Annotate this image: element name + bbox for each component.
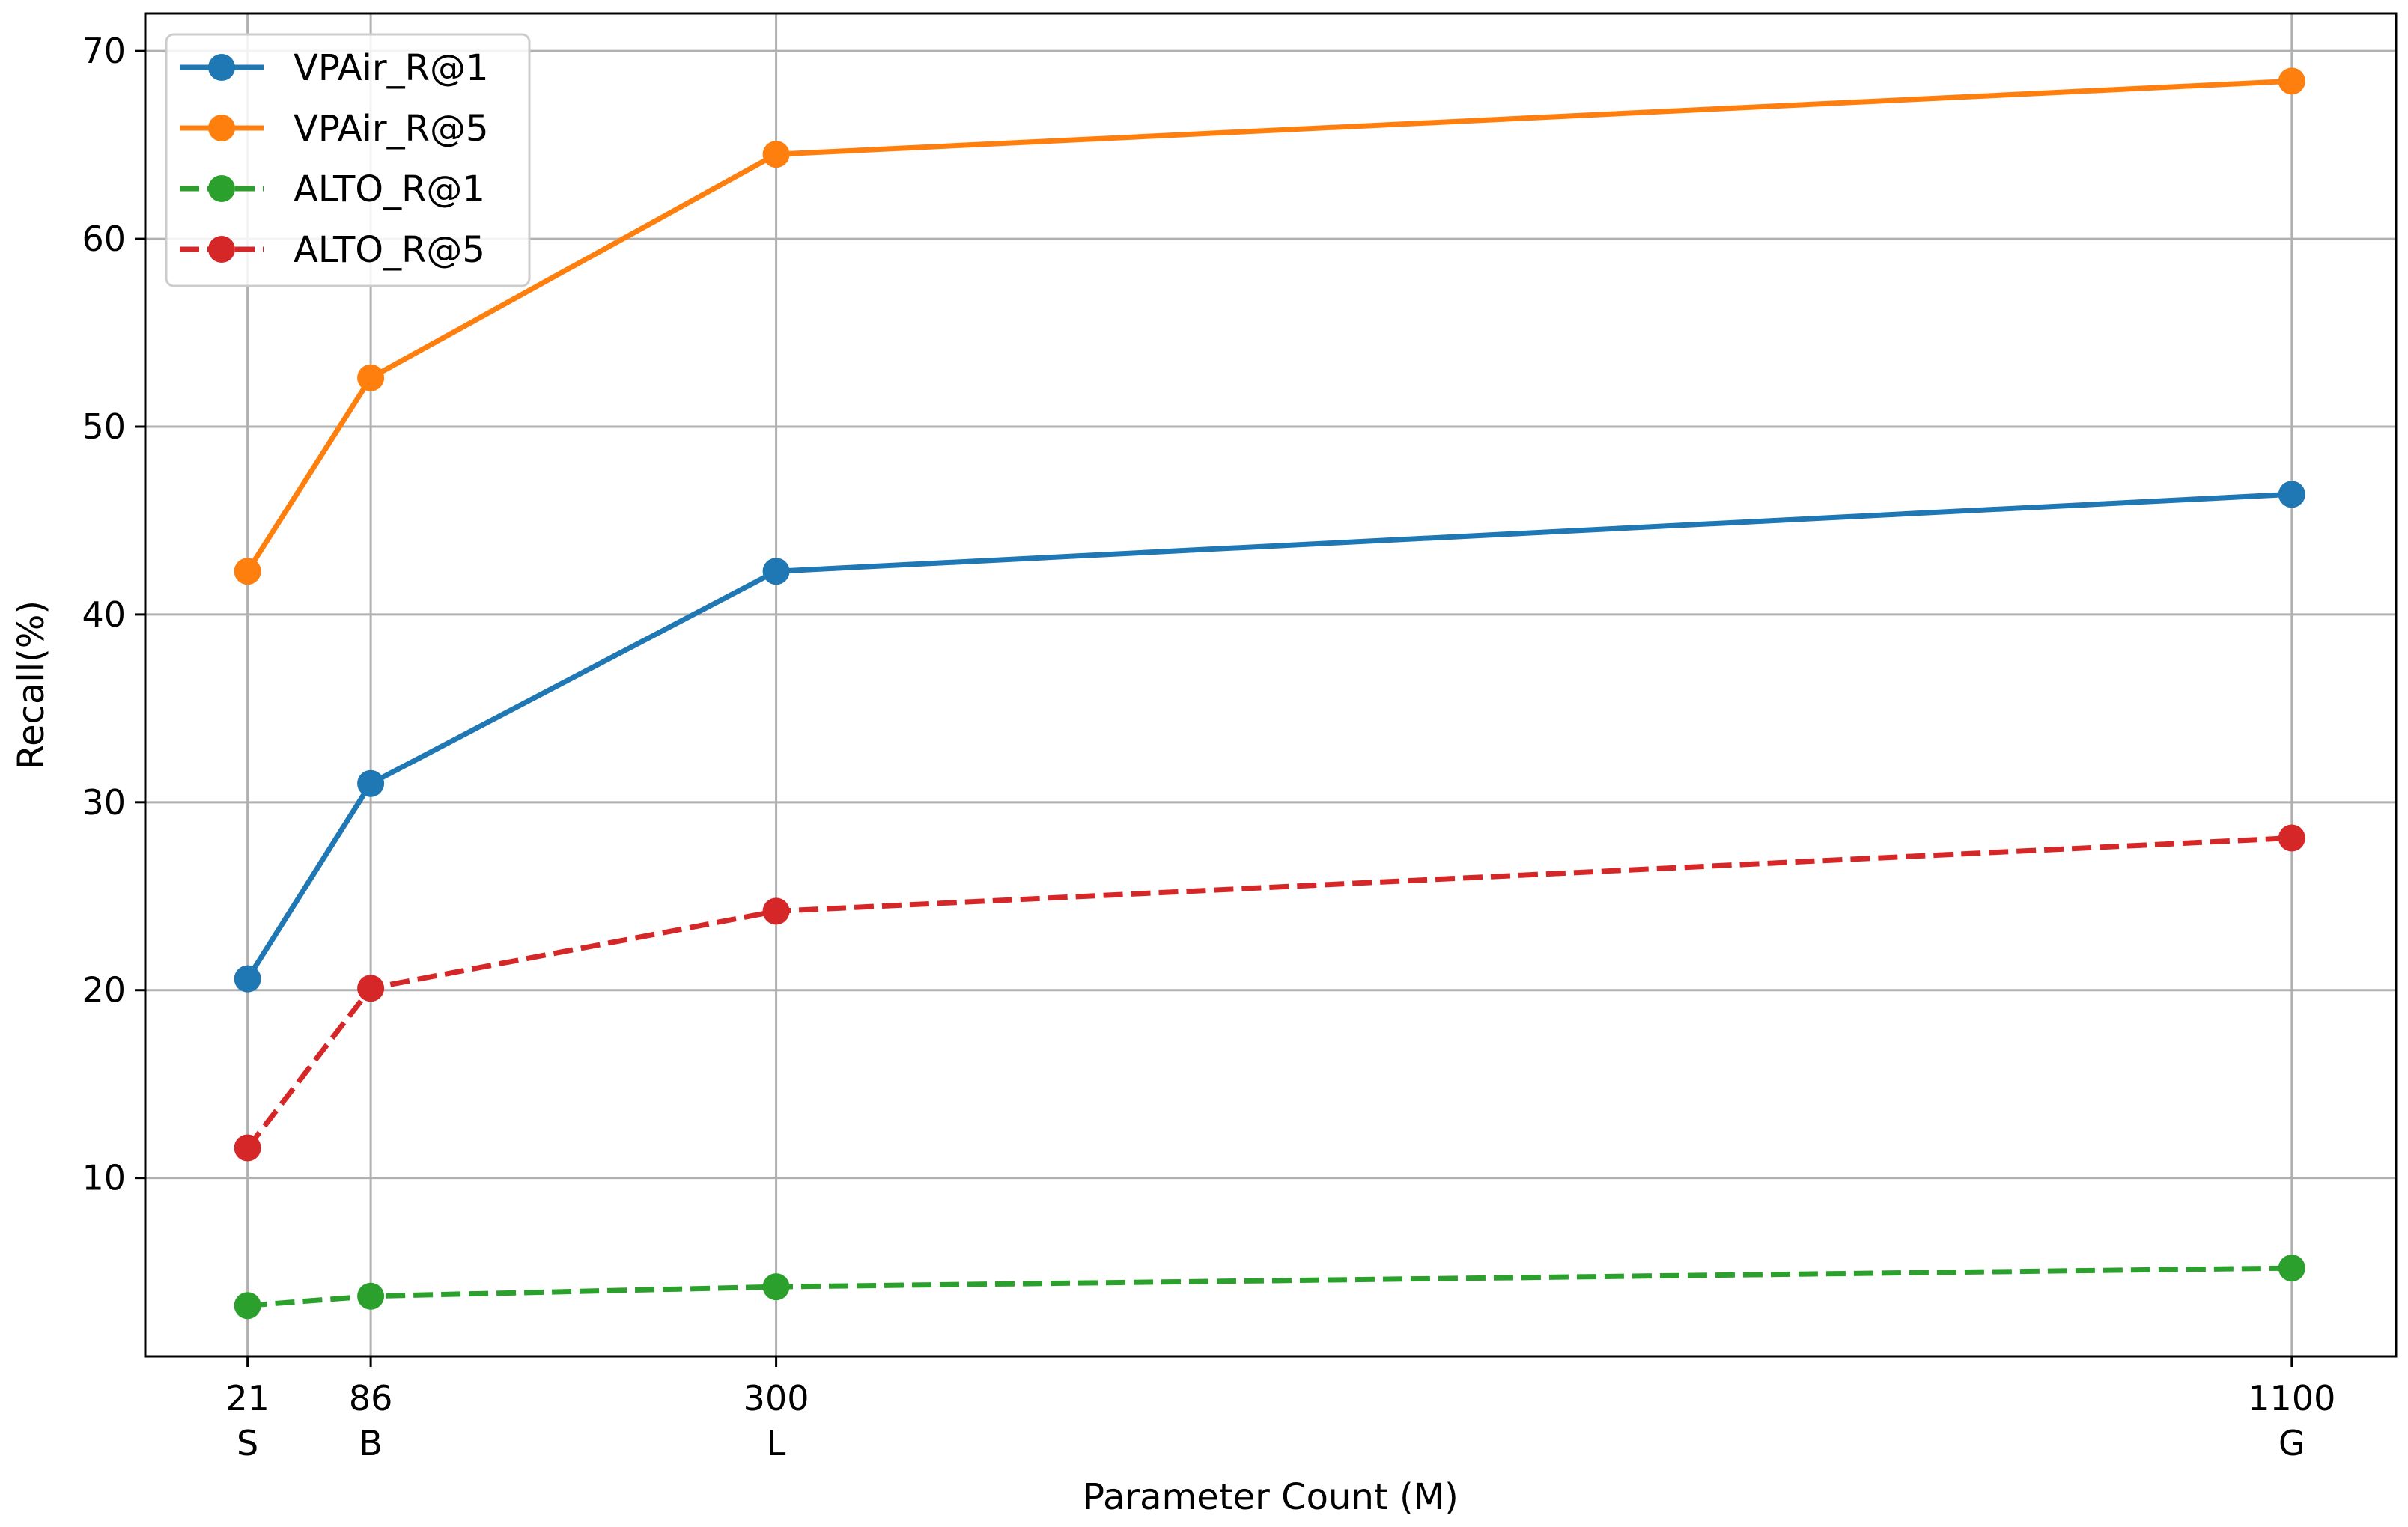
legend-marker [208, 236, 235, 263]
legend-entry: ALTO_R@5 [180, 229, 485, 271]
legend-label: ALTO_R@1 [294, 168, 485, 210]
data-point [2278, 1255, 2305, 1282]
legend: VPAir_R@1 VPAir_R@5 ALTO_R@1 ALTO_R@5 [165, 33, 531, 287]
series-ALTO_R@5 [234, 824, 2305, 1162]
x-axis-title: Parameter Count (M) [1083, 1476, 1459, 1518]
plot-frame [144, 12, 2398, 1358]
y-tick-label: 60 [82, 219, 126, 259]
y-axis-title: Recall(%) [10, 600, 52, 769]
legend-label: ALTO_R@5 [294, 229, 485, 271]
y-tick-label: 20 [82, 970, 126, 1011]
legend-entry: ALTO_R@1 [180, 168, 485, 210]
data-point [762, 141, 790, 168]
data-point [2278, 824, 2305, 852]
data-point [357, 364, 385, 391]
series-VPAir_R@5 [234, 67, 2305, 585]
data-point [762, 558, 790, 585]
data-point [357, 975, 385, 1002]
x-tick-model-label: B [359, 1423, 383, 1463]
y-tick-label: 30 [82, 782, 126, 823]
data-point [2278, 67, 2305, 95]
series-lines [234, 67, 2305, 1320]
legend-entry: VPAir_R@5 [180, 108, 489, 150]
x-tick-model-label: G [2278, 1423, 2305, 1463]
legend-label: VPAir_R@5 [294, 108, 489, 150]
y-tick-label: 50 [82, 406, 126, 447]
legend-entry: VPAir_R@1 [180, 47, 489, 89]
x-tick-label: 21 [225, 1378, 270, 1418]
data-point [357, 769, 385, 797]
legend-marker [208, 54, 235, 81]
legend-marker [208, 115, 235, 141]
x-tick-label: 300 [744, 1378, 809, 1418]
x-tick-label: 86 [349, 1378, 393, 1418]
x-tick-label: 1100 [2248, 1378, 2335, 1418]
legend-box [165, 33, 531, 287]
data-point [357, 1282, 385, 1310]
data-point [762, 897, 790, 925]
axis-ticks: 10 20 30 40 50 60 70 21 S 86 B 300 L 1100 G [82, 31, 2335, 1463]
data-point [234, 965, 261, 993]
data-point [234, 1134, 261, 1162]
data-point [234, 1292, 261, 1320]
series-line [245, 491, 2293, 981]
y-tick-label: 70 [82, 31, 126, 71]
x-tick-model-label: L [767, 1423, 786, 1463]
y-tick-label: 40 [82, 594, 126, 635]
data-point [762, 1273, 790, 1301]
data-point [234, 558, 261, 585]
series-line [247, 1265, 2292, 1308]
x-tick-model-label: S [237, 1423, 258, 1463]
y-tick-label: 10 [82, 1158, 126, 1198]
series-line [245, 78, 2293, 573]
legend-marker [208, 175, 235, 202]
series-ALTO_R@1 [234, 1255, 2305, 1320]
data-point [2278, 481, 2305, 508]
series-VPAir_R@1 [234, 481, 2305, 993]
legend-label: VPAir_R@1 [294, 47, 489, 89]
series-line [245, 835, 2293, 1150]
